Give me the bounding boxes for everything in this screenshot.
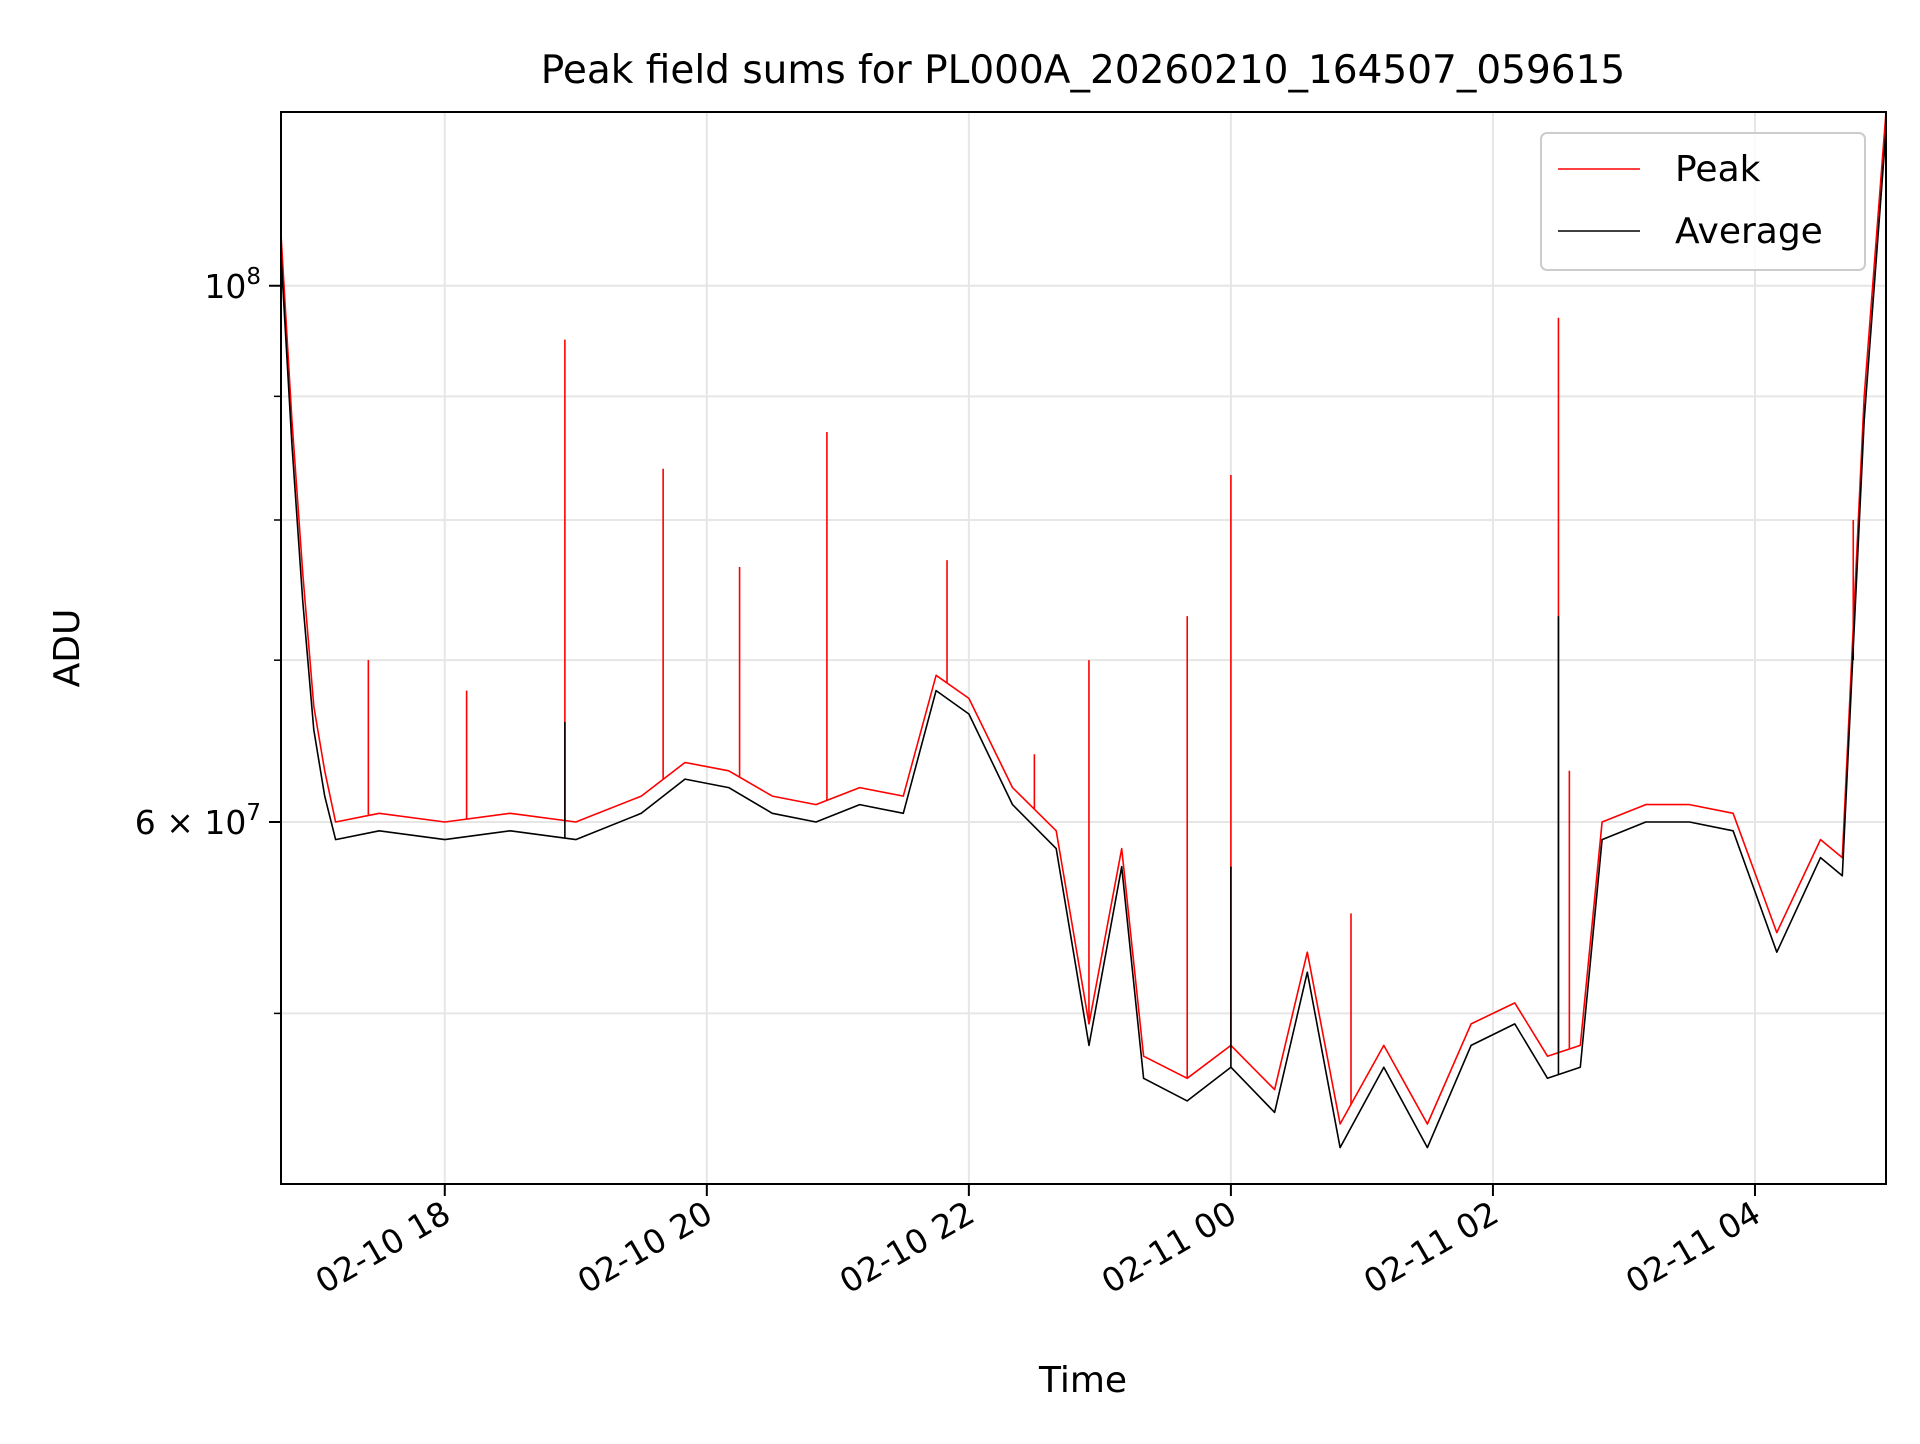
chart-title: Peak field sums for PL000A_20260210_1645… bbox=[541, 48, 1625, 93]
grid bbox=[281, 112, 1886, 1184]
legend-label-average: Average bbox=[1675, 211, 1823, 252]
legend-label-peak: Peak bbox=[1675, 149, 1761, 190]
legend-box bbox=[1540, 132, 1866, 271]
series-line-average bbox=[280, 129, 1887, 1149]
x-axis-label: Time bbox=[1038, 1360, 1127, 1401]
series-line-peak bbox=[280, 111, 1887, 1125]
series-average bbox=[280, 129, 1887, 1149]
y-tick-label: 6 × 107 bbox=[135, 800, 261, 842]
y-axis-label: ADU bbox=[47, 609, 88, 688]
legend: Peak Average bbox=[1540, 132, 1866, 271]
plot-frame bbox=[280, 111, 1887, 1185]
series-layer bbox=[280, 111, 1887, 1149]
